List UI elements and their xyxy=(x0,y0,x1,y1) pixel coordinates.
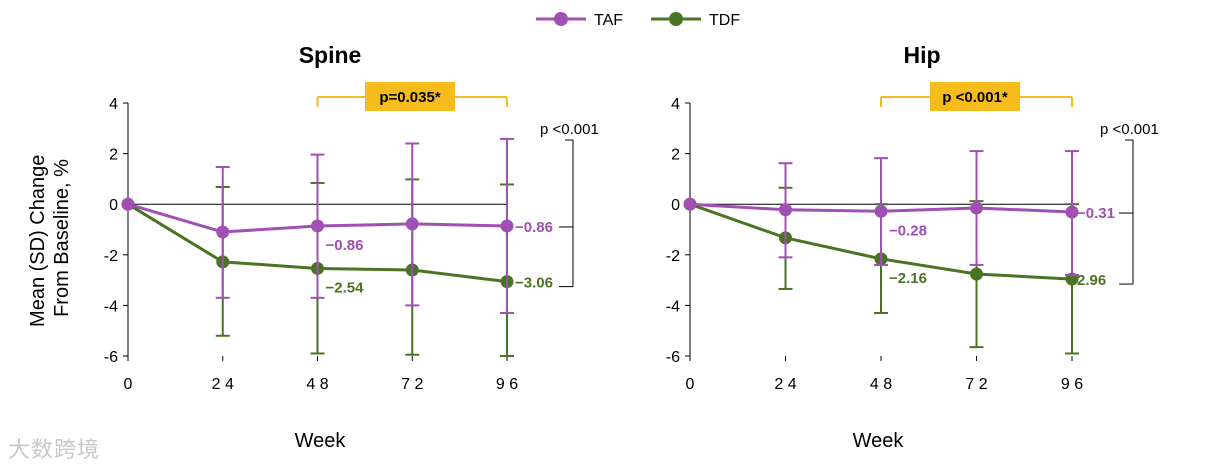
hip-taf-point xyxy=(683,197,697,211)
spine-taf-point xyxy=(311,219,324,233)
hip-x-tick-label: 4 8 xyxy=(870,376,892,393)
legend-taf-marker xyxy=(554,12,568,26)
hip-taf-data-label: −0.28 xyxy=(889,222,927,239)
hip-y-tick-label: 0 xyxy=(671,197,680,214)
hip-x-tick-label: 7 2 xyxy=(965,376,987,393)
hip-tdf-point xyxy=(970,267,983,281)
legend-item-taf: TAF xyxy=(536,12,623,29)
spine-x-axis-title: Week xyxy=(295,430,347,452)
watermark: 大数跨境 xyxy=(8,438,101,463)
hip-y-tick-label: -2 xyxy=(666,248,680,265)
spine-x-tick-label: 4 8 xyxy=(306,376,328,393)
legend-tdf-label: TDF xyxy=(709,12,740,29)
panel-spine: Spine 4 2 0 -2 -4 -6 0 2 4 4 8 7 2 9 6 Week −0.86 −2.5… xyxy=(104,42,599,452)
hip-x-axis-title: Week xyxy=(853,430,905,452)
hip-y-tick-label: 4 xyxy=(671,96,680,113)
legend: TAF TDF xyxy=(536,12,740,29)
hip-x-tick-label: 2 4 xyxy=(774,376,796,393)
spine-y-tick-label: -2 xyxy=(104,248,118,265)
spine-taf-point xyxy=(216,225,230,239)
legend-item-tdf: TDF xyxy=(651,12,740,29)
spine-tdf-data-label: −3.06 xyxy=(515,275,553,292)
spine-x-tick-label: 7 2 xyxy=(401,376,423,393)
hip-taf-point xyxy=(1065,205,1079,219)
y-axis-title: Mean (SD) Change From Baseline, % xyxy=(27,149,73,327)
hip-pvalue-badge-text: p <0.001* xyxy=(942,89,1008,106)
hip-tdf-data-label: 2.96 xyxy=(1077,272,1106,289)
y-axis-title-line1: Mean (SD) Change xyxy=(27,155,49,327)
spine-x-tick-label: 0 xyxy=(124,376,133,393)
hip-title: Hip xyxy=(903,42,940,68)
spine-y-tick-label: -4 xyxy=(104,298,118,315)
hip-x-tick-label: 0 xyxy=(686,376,695,393)
spine-taf-point xyxy=(121,197,135,211)
hip-y-tick-label: -6 xyxy=(666,349,680,366)
spine-tdf-data-label: −2.54 xyxy=(326,279,365,296)
spine-y-tick-label: 4 xyxy=(109,96,118,113)
spine-pvalue-badge xyxy=(365,82,455,111)
hip-side-pvalue: p <0.001 xyxy=(1100,121,1159,138)
spine-title: Spine xyxy=(299,42,362,68)
spine-taf-point xyxy=(405,217,419,231)
hip-taf-data-label: −0.31 xyxy=(1077,205,1115,222)
spine-taf-data-label: −0.86 xyxy=(515,219,553,236)
hip-taf-point xyxy=(874,204,888,218)
hip-tdf-data-label: −2.16 xyxy=(889,270,927,287)
spine-x-tick-label: 9 6 xyxy=(496,376,518,393)
spine-pvalue-badge-text: p=0.035* xyxy=(379,89,440,106)
spine-taf-data-label: −0.86 xyxy=(326,237,364,254)
hip-pvalue-badge xyxy=(930,82,1020,111)
spine-y-tick-label: -6 xyxy=(104,349,118,366)
hip-x-tick-label: 9 6 xyxy=(1061,376,1083,393)
legend-taf-label: TAF xyxy=(594,12,623,29)
legend-tdf-marker xyxy=(669,12,683,26)
spine-side-pvalue: p <0.001 xyxy=(540,121,599,138)
spine-y-tick-label: 0 xyxy=(109,197,118,214)
spine-taf-point xyxy=(500,219,514,233)
hip-taf-point xyxy=(779,203,792,217)
spine-y-tick-label: 2 xyxy=(109,147,118,164)
hip-y-tick-label: -4 xyxy=(666,298,680,315)
y-axis-title-line2: From Baseline, % xyxy=(51,159,73,317)
hip-taf-point xyxy=(970,201,983,215)
spine-x-tick-label: 2 4 xyxy=(212,376,234,393)
panel-hip: Hip 4 2 0 -2 -4 -6 0 2 4 4 8 7 2 9 6 Week −0.28 −2.16 −… xyxy=(666,42,1159,452)
hip-y-tick-label: 2 xyxy=(671,147,680,164)
